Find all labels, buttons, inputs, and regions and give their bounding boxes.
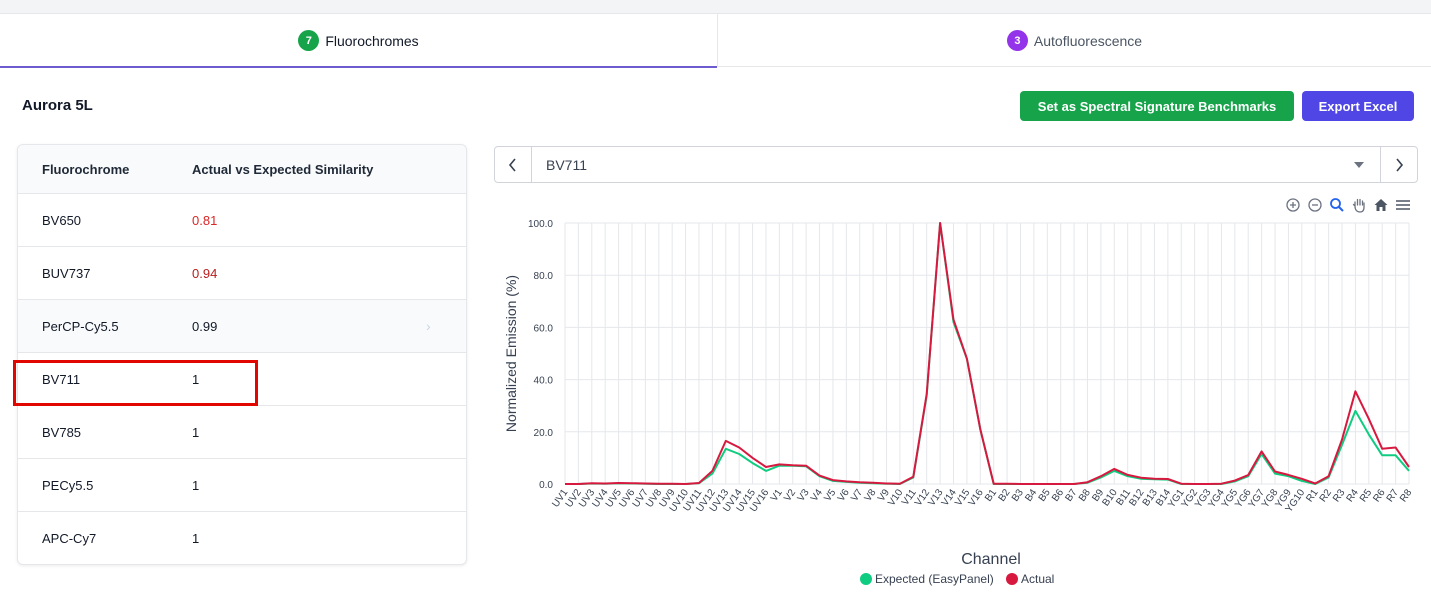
similarity-value: 1 — [192, 424, 200, 440]
legend-actual-marker — [1006, 573, 1018, 585]
y-tick-label: 80.0 — [534, 271, 554, 282]
chevron-right-icon: › — [426, 318, 431, 334]
table-header: Fluorochrome Actual vs Expected Similari… — [18, 145, 466, 194]
y-tick-label: 20.0 — [534, 428, 554, 439]
y-tick-label: 40.0 — [534, 376, 554, 387]
instrument-title: Aurora 5L — [22, 97, 93, 114]
fluorochrome-name: APC-Cy7 — [42, 531, 97, 546]
top-strip — [0, 0, 1431, 14]
fluorochrome-name: BV785 — [42, 424, 82, 440]
previous-button[interactable] — [494, 146, 532, 183]
selection-zoom-icon[interactable] — [1328, 196, 1346, 214]
table-row[interactable]: BV785 1 — [18, 406, 466, 459]
zoom-out-icon[interactable] — [1306, 196, 1324, 214]
fluorochrome-select-value: BV711 — [546, 156, 587, 173]
chevron-left-icon — [508, 157, 516, 172]
fluorochrome-select[interactable]: BV711 — [531, 146, 1381, 183]
tab-fluorochromes[interactable]: 7 Fluorochromes — [0, 14, 718, 68]
autofluorescence-count-badge: 3 — [1006, 30, 1028, 51]
y-tick-label: 100.0 — [528, 219, 553, 230]
fluorochrome-name: BV650 — [42, 212, 82, 228]
caret-down-icon — [1354, 162, 1364, 168]
chevron-right-icon — [1396, 157, 1404, 172]
header-similarity: Actual vs Expected Similarity — [192, 161, 374, 177]
actual-series-line — [565, 222, 1410, 485]
zoom-in-icon[interactable] — [1284, 196, 1302, 214]
table-row[interactable]: APC-Cy7 1 — [18, 512, 466, 564]
x-axis-title: Channel — [961, 551, 1021, 568]
fluorochrome-name: BUV737 — [42, 265, 91, 281]
similarity-value: 0.94 — [192, 265, 218, 281]
table-row[interactable]: BV711 1 — [18, 353, 466, 406]
tab-autofluorescence-label: Autofluorescence — [1033, 32, 1143, 49]
similarity-value: 0.81 — [192, 212, 218, 228]
x-tick-label: R8 — [1398, 487, 1415, 504]
similarity-value: 1 — [192, 371, 200, 387]
set-benchmark-button[interactable]: Set as Spectral Signature Benchmarks — [1020, 91, 1294, 121]
next-button[interactable] — [1380, 146, 1418, 183]
table-row[interactable]: PerCP-Cy5.5 0.99 › — [18, 300, 466, 353]
emission-chart: 0.020.040.060.080.0100.0UV1UV2UV3UV4UV5U… — [503, 219, 1415, 586]
fluorochrome-name: PECy5.5 — [42, 477, 94, 493]
similarity-value: 0.99 — [192, 318, 218, 334]
fluorochrome-name: PerCP-Cy5.5 — [42, 318, 119, 334]
similarity-value: 1 — [192, 531, 200, 546]
table-row[interactable]: PECy5.5 1 — [18, 459, 466, 512]
y-tick-label: 60.0 — [534, 323, 554, 334]
fluorochrome-name: BV711 — [42, 371, 81, 387]
table-row[interactable]: BUV737 0.94 — [18, 247, 466, 300]
y-axis-title: Normalized Emission (%) — [503, 275, 519, 432]
table-row[interactable]: BV650 0.81 — [18, 194, 466, 247]
legend-expected-marker — [860, 573, 872, 585]
tab-bar: 7 Fluorochromes 3 Autofluorescence — [0, 14, 1431, 68]
tab-fluorochromes-label: Fluorochromes — [325, 32, 419, 49]
home-reset-icon[interactable] — [1372, 196, 1390, 214]
expected-series-line — [565, 222, 1410, 485]
similarity-table: Fluorochrome Actual vs Expected Similari… — [17, 144, 467, 565]
menu-icon[interactable] — [1394, 196, 1412, 214]
tab-autofluorescence[interactable]: 3 Autofluorescence — [718, 14, 1431, 67]
export-excel-button[interactable]: Export Excel — [1302, 91, 1414, 121]
header-fluorochrome: Fluorochrome — [42, 161, 130, 177]
fluorochromes-count-badge: 7 — [298, 30, 320, 51]
y-tick-label: 0.0 — [539, 480, 553, 491]
legend-actual-label: Actual — [1021, 572, 1054, 586]
fluorochrome-selector: BV711 — [494, 146, 1418, 183]
chart-toolbar — [1284, 196, 1412, 214]
legend-expected-label: Expected (EasyPanel) — [875, 572, 994, 586]
similarity-value: 1 — [192, 477, 200, 493]
pan-hand-icon[interactable] — [1350, 196, 1368, 214]
